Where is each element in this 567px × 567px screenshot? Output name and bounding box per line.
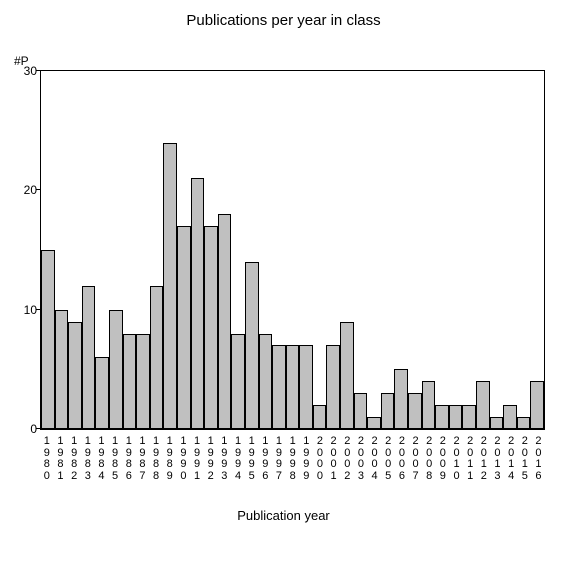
xtick-label: 1986 — [122, 434, 136, 482]
xtick-label: 2013 — [491, 434, 505, 482]
xtick-label: 2001 — [327, 434, 341, 482]
xtick-label: 1982 — [67, 434, 81, 482]
bar — [95, 357, 109, 429]
bar — [422, 381, 436, 429]
xtick-label: 2005 — [381, 434, 395, 482]
bar — [381, 393, 395, 429]
xtick-label: 1989 — [163, 434, 177, 482]
bar — [462, 405, 476, 429]
xtick-label: 1983 — [81, 434, 95, 482]
bar — [340, 322, 354, 429]
xtick-label: 2006 — [395, 434, 409, 482]
bar — [490, 417, 504, 429]
bar — [272, 345, 286, 429]
xtick-label: 1980 — [40, 434, 54, 482]
ytick-label: 20 — [13, 183, 37, 197]
xaxis-labels: 1980198119821983198419851986198719881989… — [40, 434, 545, 482]
bar — [517, 417, 531, 429]
xtick-label: 2011 — [463, 434, 477, 482]
xtick-label: 1991 — [190, 434, 204, 482]
bar — [394, 369, 408, 429]
xtick-label: 2014 — [504, 434, 518, 482]
bar — [150, 286, 164, 429]
xaxis-title: Publication year — [0, 508, 567, 523]
plot-area: 0102030 — [40, 70, 545, 430]
bar — [191, 178, 205, 429]
xtick-label: 2009 — [436, 434, 450, 482]
xtick-label: 2004 — [368, 434, 382, 482]
bar — [218, 214, 232, 429]
bar — [136, 334, 150, 429]
xtick-label: 1987 — [136, 434, 150, 482]
bar — [326, 345, 340, 429]
xtick-label: 1996 — [259, 434, 273, 482]
bar — [55, 310, 69, 429]
xtick-label: 1990 — [177, 434, 191, 482]
ytick-label: 10 — [13, 303, 37, 317]
bar — [476, 381, 490, 429]
bar — [313, 405, 327, 429]
bar — [408, 393, 422, 429]
xtick-label: 2002 — [340, 434, 354, 482]
bar — [68, 322, 82, 429]
xtick-label: 1999 — [299, 434, 313, 482]
bar — [177, 226, 191, 429]
xtick-label: 2016 — [532, 434, 546, 482]
bar — [231, 334, 245, 429]
bar — [123, 334, 137, 429]
xtick-label: 1988 — [149, 434, 163, 482]
xtick-label: 1993 — [218, 434, 232, 482]
xtick-label: 1994 — [231, 434, 245, 482]
bar — [204, 226, 218, 429]
bar — [259, 334, 273, 429]
xtick-label: 2010 — [450, 434, 464, 482]
xtick-label: 1997 — [272, 434, 286, 482]
xtick-label: 2003 — [354, 434, 368, 482]
xtick-label: 1985 — [108, 434, 122, 482]
xtick-label: 2012 — [477, 434, 491, 482]
bar — [367, 417, 381, 429]
bar — [109, 310, 123, 429]
bar — [245, 262, 259, 429]
xtick-label: 1992 — [204, 434, 218, 482]
xtick-label: 1984 — [95, 434, 109, 482]
chart-container: Publications per year in class #P 010203… — [0, 0, 567, 567]
xtick-label: 1995 — [245, 434, 259, 482]
bar — [82, 286, 96, 429]
xtick-label: 2015 — [518, 434, 532, 482]
xtick-label: 1981 — [54, 434, 68, 482]
bar — [449, 405, 463, 429]
bar — [503, 405, 517, 429]
xtick-label: 1998 — [286, 434, 300, 482]
bar — [163, 143, 177, 429]
bar — [41, 250, 55, 429]
xtick-label: 2008 — [422, 434, 436, 482]
bar — [286, 345, 300, 429]
xtick-label: 2000 — [313, 434, 327, 482]
ytick-label: 0 — [13, 422, 37, 436]
xtick-label: 2007 — [409, 434, 423, 482]
chart-title: Publications per year in class — [0, 12, 567, 29]
bar — [435, 405, 449, 429]
bar — [299, 345, 313, 429]
bar — [354, 393, 368, 429]
bars-group — [41, 71, 544, 429]
bar — [530, 381, 544, 429]
ytick-label: 30 — [13, 64, 37, 78]
